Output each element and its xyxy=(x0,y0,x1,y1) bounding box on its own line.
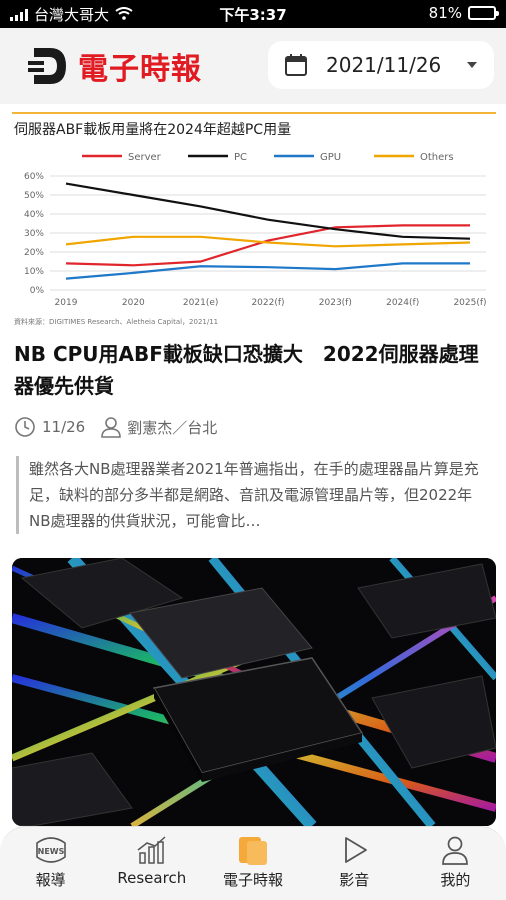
bar-chart-icon xyxy=(137,836,166,864)
article-date: 11/26 xyxy=(42,418,86,436)
x-tick-label: 2022(f) xyxy=(251,298,284,308)
nav-news-label: 報導 xyxy=(35,871,66,889)
nav-epaper-label: 電子時報 xyxy=(223,871,284,889)
nav-research-label: Research xyxy=(117,869,187,887)
digitimes-logo-icon xyxy=(28,48,66,84)
series-line-others xyxy=(65,235,471,248)
chip-photo-image xyxy=(12,558,496,826)
nav-research[interactable]: Research xyxy=(101,827,202,900)
y-tick-label: 50% xyxy=(24,191,44,201)
news-icon: NEWS xyxy=(35,837,66,863)
abf-usage-line-chart: 伺服器ABF載板用量將在2024年超越PC用量 Server PC GPU Other… xyxy=(14,122,487,326)
chart-title: 伺服器ABF載板用量將在2024年超越PC用量 xyxy=(14,122,291,138)
y-tick-label: 20% xyxy=(24,248,44,258)
article-photo[interactable] xyxy=(12,558,496,826)
signal-icon xyxy=(10,8,28,21)
y-tick-label: 40% xyxy=(24,210,44,220)
article-summary[interactable]: 雖然各大NB處理器業者2021年普遍指出，在手的處理器晶片算是充足，缺料的部分多… xyxy=(16,456,492,534)
nav-news[interactable]: NEWS 報導 xyxy=(0,827,101,900)
chart-grid xyxy=(50,175,486,291)
y-tick-label: 60% xyxy=(24,172,44,182)
nav-video-label: 影音 xyxy=(339,871,370,889)
caret-down-icon xyxy=(467,62,477,68)
y-tick-label: 0% xyxy=(30,286,45,296)
chart-source: 資料來源：DIGITIMES Research、Aletheia Capital… xyxy=(14,317,218,326)
y-tick-label: 10% xyxy=(24,267,44,277)
user-icon xyxy=(442,836,469,865)
play-icon xyxy=(345,837,368,863)
x-axis-ticks: 2019 2020 2021(e) 2022(f) 2023(f) 2024(f) 2025… xyxy=(55,298,487,308)
carrier-name: 台灣大哥大 xyxy=(34,6,110,24)
article-chart-image[interactable]: 伺服器ABF載板用量將在2024年超越PC用量 Server PC GPU Other… xyxy=(12,112,496,328)
article-title[interactable]: NB CPU用ABF載板缺口恐擴大 2022伺服器處理器優先供貨 xyxy=(14,342,479,398)
series-line-server xyxy=(65,224,470,267)
y-axis-ticks: 60% 50% 40% 30% 20% 10% 0% xyxy=(24,172,44,296)
selected-date: 2021/11/26 xyxy=(326,53,442,77)
app-header: 電子時報 2021/11/26 xyxy=(0,28,506,104)
x-tick-label: 2023(f) xyxy=(319,298,352,308)
battery-icon xyxy=(468,6,499,20)
article-author: 劉憲杰／台北 xyxy=(127,418,218,437)
brand-logo[interactable]: 電子時報 xyxy=(26,44,202,88)
chart-series xyxy=(65,182,471,280)
status-right: 81% xyxy=(428,4,499,22)
article-feed[interactable]: 伺服器ABF載板用量將在2024年超越PC用量 Server PC GPU Other… xyxy=(0,104,506,826)
x-tick-label: 2025(f) xyxy=(453,298,486,308)
legend-label-pc: PC xyxy=(234,152,247,163)
legend-label-others: Others xyxy=(420,152,454,163)
nav-profile-label: 我的 xyxy=(440,871,471,889)
calendar-icon xyxy=(285,54,307,76)
series-line-pc xyxy=(65,182,471,240)
epaper-icon xyxy=(239,837,267,865)
status-left: 台灣大哥大 xyxy=(10,4,133,25)
nav-profile[interactable]: 我的 xyxy=(405,827,506,900)
author-icon xyxy=(101,417,122,438)
y-tick-label: 30% xyxy=(24,229,44,239)
legend-label-gpu: GPU xyxy=(320,152,341,163)
status-time: 下午3:37 xyxy=(219,6,287,24)
x-tick-label: 2021(e) xyxy=(183,298,218,308)
nav-video[interactable]: 影音 xyxy=(304,827,405,900)
x-tick-label: 2019 xyxy=(55,298,78,308)
series-line-gpu xyxy=(65,262,470,280)
article-meta: 11/26 劉憲杰／台北 xyxy=(14,416,217,438)
x-tick-label: 2020 xyxy=(122,298,145,308)
x-tick-label: 2024(f) xyxy=(386,298,419,308)
bottom-nav: NEWS 報導 Research 電子時報 影音 我的 xyxy=(0,826,506,900)
battery-percent: 81% xyxy=(428,4,462,22)
chart-legend: Server PC GPU Others xyxy=(82,152,454,163)
status-bar: 台灣大哥大 下午3:37 81% xyxy=(0,0,506,28)
nav-epaper[interactable]: 電子時報 xyxy=(202,827,303,900)
news-icon-text: NEWS xyxy=(37,847,64,856)
brand-title: 電子時報 xyxy=(78,52,202,87)
legend-label-server: Server xyxy=(128,152,162,163)
date-picker[interactable]: 2021/11/26 xyxy=(268,41,494,89)
wifi-icon xyxy=(115,6,133,24)
clock-icon xyxy=(15,417,35,437)
